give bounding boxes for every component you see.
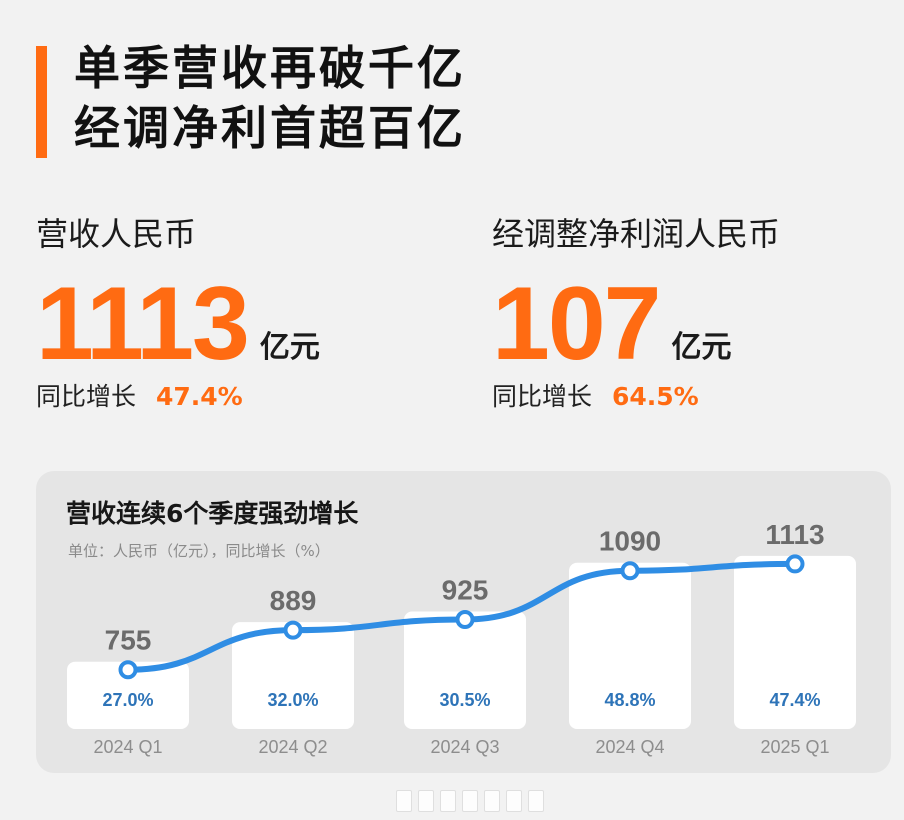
- revenue-unit: 亿元: [259, 330, 320, 365]
- revenue-growth-row: 同比增长 47.4%: [36, 380, 320, 414]
- revenue-bar: [734, 555, 856, 729]
- yoy-growth-label: 27.0%: [102, 690, 153, 710]
- revenue-bar: [67, 661, 189, 729]
- revenue-value-label: 925: [442, 575, 489, 606]
- headline: 单季营收再破千亿 经调净利首超百亿: [74, 38, 466, 158]
- x-axis-category-label: 2024 Q4: [595, 737, 664, 757]
- chart-points-layer: [118, 554, 805, 680]
- watermark-block: [528, 790, 544, 812]
- headline-line-2: 经调净利首超百亿: [74, 101, 466, 155]
- watermark-block: [462, 790, 478, 812]
- revenue-data-point: [118, 660, 138, 680]
- adjusted-net-profit-unit: 亿元: [671, 330, 732, 365]
- x-axis-category-label: 2024 Q2: [258, 737, 327, 757]
- revenue-growth-chart: 27.0% 2024 Q1 755 32.0% 2024 Q2 889 30.5% 2024 …: [67, 519, 856, 757]
- chart-subtitle: 单位：人民币（亿元），同比增长（%）: [68, 542, 330, 560]
- adjusted-net-profit-growth-label: 同比增长: [492, 382, 593, 411]
- x-axis-category-label: 2025 Q1: [760, 737, 829, 757]
- watermark-block: [396, 790, 412, 812]
- revenue-value-row: 1113 亿元: [36, 266, 320, 382]
- revenue-data-point: [283, 620, 303, 640]
- adjusted-net-profit-growth-row: 同比增长 64.5%: [492, 380, 780, 414]
- chart-bars-layer: [67, 555, 856, 729]
- revenue-data-point: [785, 554, 805, 574]
- yoy-growth-label: 32.0%: [267, 690, 318, 710]
- headline-accent-bar: [36, 46, 47, 158]
- chart-title: 营收连续6个季度强劲增长: [66, 499, 359, 528]
- adjusted-net-profit-value: 107: [492, 266, 662, 382]
- x-axis-category-label: 2024 Q1: [93, 737, 162, 757]
- revenue-value-label: 1090: [599, 526, 661, 557]
- revenue-value: 1113: [36, 266, 250, 382]
- revenue-value-label: 889: [270, 585, 317, 616]
- adjusted-net-profit-value-row: 107 亿元: [492, 266, 780, 382]
- adjusted-net-profit-label: 经调整净利润人民币: [492, 215, 781, 253]
- yoy-growth-label: 48.8%: [604, 690, 655, 710]
- revenue-data-point: [620, 561, 640, 581]
- yoy-growth-label: 30.5%: [439, 690, 490, 710]
- revenue-label: 营收人民币: [36, 215, 197, 253]
- adjusted-net-profit-growth-value: 64.5%: [611, 382, 699, 411]
- headline-line-1: 单季营收再破千亿: [74, 41, 466, 95]
- watermark-blocks: [396, 790, 544, 812]
- watermark-block: [440, 790, 456, 812]
- revenue-bar: [232, 622, 354, 729]
- revenue-growth-label: 同比增长: [36, 382, 137, 411]
- revenue-growth-chart-card: 27.0% 2024 Q1 755 32.0% 2024 Q2 889 30.5% 2024 …: [36, 471, 891, 773]
- revenue-bar: [569, 562, 691, 729]
- revenue-value-label: 1113: [765, 519, 824, 550]
- revenue-value-label: 755: [105, 625, 152, 656]
- revenue-growth-value: 47.4%: [155, 382, 243, 411]
- watermark-block: [506, 790, 522, 812]
- revenue-data-point: [455, 610, 475, 629]
- adjusted-net-profit-metric: 经调整净利润人民币 107 亿元 同比增长 64.5%: [492, 210, 780, 414]
- x-axis-category-label: 2024 Q3: [430, 737, 499, 757]
- revenue-metric: 营收人民币 1113 亿元 同比增长 47.4%: [36, 210, 320, 414]
- watermark-block: [418, 790, 434, 812]
- yoy-growth-label: 47.4%: [769, 690, 820, 710]
- revenue-bar: [404, 611, 526, 729]
- chart-labels-layer: 27.0% 2024 Q1 755 32.0% 2024 Q2 889 30.5% 2024 …: [93, 519, 829, 757]
- watermark-block: [484, 790, 500, 812]
